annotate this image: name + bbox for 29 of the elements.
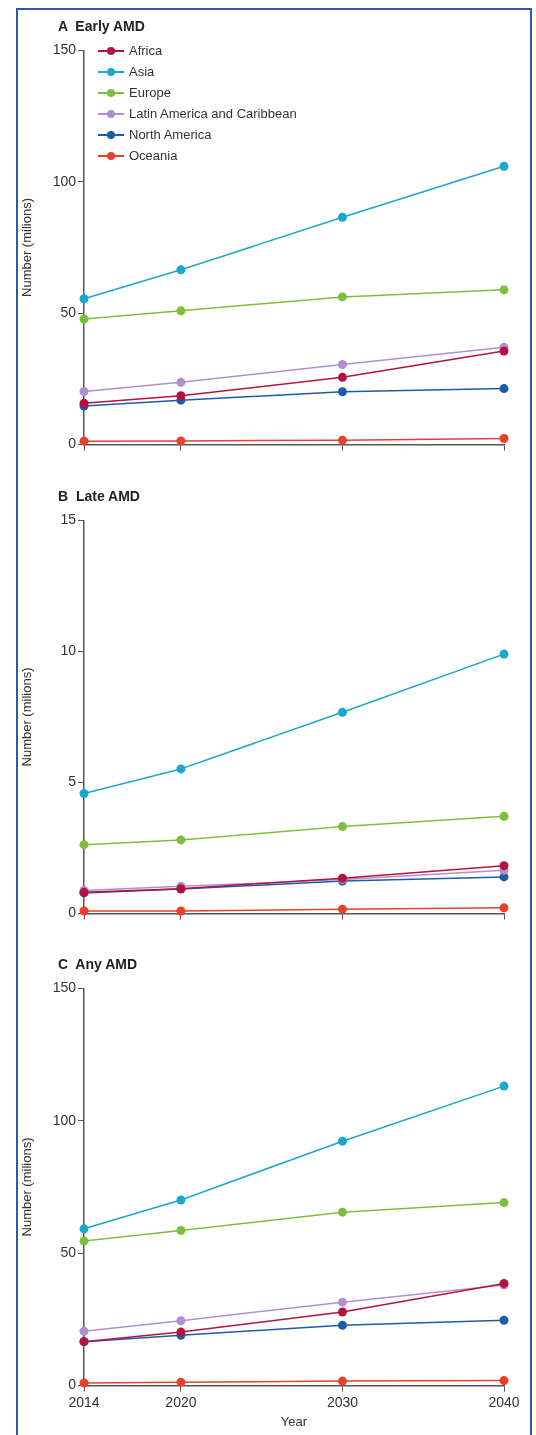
y-tick-label: 50	[60, 304, 77, 321]
y-axis-title: Number (milions)	[19, 198, 35, 297]
legend-label: Africa	[129, 42, 163, 61]
chart-title: A Early AMD	[58, 18, 145, 34]
x-tick-label: 2014	[68, 1393, 100, 1410]
y-tick-label: 100	[52, 1111, 77, 1128]
legend-label: Oceania	[129, 147, 178, 166]
chart-title: C Any AMD	[58, 956, 138, 972]
y-tick-label: 5	[68, 773, 77, 790]
y-tick-label: 10	[60, 642, 77, 659]
x-tick-label: 2030	[326, 1393, 359, 1410]
legend-label: Asia	[129, 63, 155, 82]
y-tick-label: 0	[68, 1376, 77, 1393]
chart-title: B Late AMD	[58, 488, 140, 504]
x-axis-title: Year	[280, 1413, 308, 1429]
legend-label: Europe	[129, 84, 171, 103]
y-axis-title: Number (milions)	[19, 667, 35, 767]
y-axis-title: Number (milions)	[19, 1137, 35, 1237]
y-tick-label: 0	[68, 904, 77, 921]
x-tick-label: 2020	[165, 1393, 197, 1410]
y-tick-label: 15	[60, 511, 77, 528]
y-tick-label: 150	[52, 979, 77, 996]
y-tick-label: 50	[60, 1244, 77, 1261]
y-tick-label: 100	[52, 172, 77, 189]
x-tick-label: 2040	[488, 1393, 520, 1410]
y-tick-label: 150	[52, 41, 77, 58]
legend-label: North America	[129, 126, 212, 145]
legend-label: Latin America and Caribbean	[129, 105, 297, 124]
y-tick-label: 0	[68, 435, 77, 452]
